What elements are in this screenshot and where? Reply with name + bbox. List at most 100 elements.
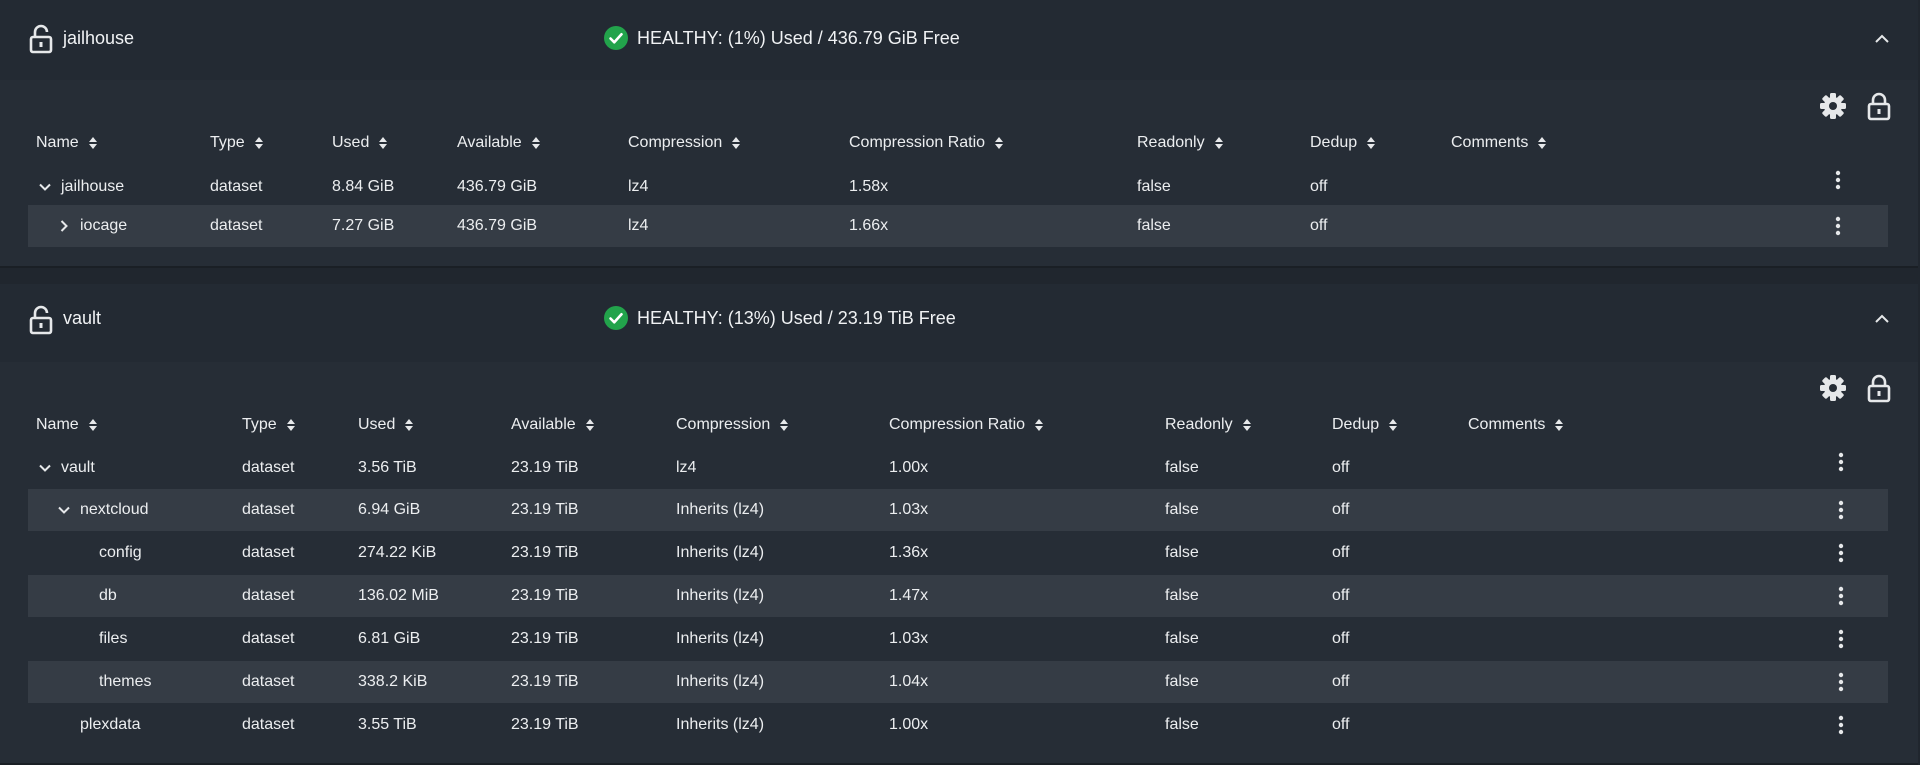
cell-compression: Inherits (lz4) [676, 587, 765, 604]
pool-status: HEALTHY: (1%) Used / 436.79 GiB Free [604, 26, 960, 50]
column-header-used[interactable]: Used [332, 134, 388, 152]
kebab-menu-icon[interactable] [1837, 500, 1845, 520]
pool-status-text: HEALTHY: (1%) Used / 436.79 GiB Free [637, 27, 960, 48]
kebab-menu-icon[interactable] [1837, 715, 1845, 735]
lock-icon[interactable] [1864, 91, 1894, 121]
column-header-compression-ratio[interactable]: Compression Ratio [849, 134, 1004, 152]
table-row[interactable]: config dataset 274.22 KiB 23.19 TiB Inhe… [28, 532, 1888, 574]
table-row[interactable]: files dataset 6.81 GiB 23.19 TiB Inherit… [28, 618, 1888, 660]
lock-icon[interactable] [1864, 373, 1894, 403]
chevron-right-icon[interactable] [58, 220, 70, 232]
table-row[interactable]: jailhouse dataset 8.84 GiB 436.79 GiB lz… [28, 166, 1888, 208]
pool-dataset-table: Name Type Used Available Compression Com… [0, 362, 1918, 765]
column-header-available[interactable]: Available [511, 416, 595, 434]
table-row[interactable]: nextcloud dataset 6.94 GiB 23.19 TiB Inh… [28, 489, 1888, 531]
cell-readonly: false [1137, 178, 1171, 195]
pool-card-vault: vault HEALTHY: (13%) Used / 23.19 TiB Fr… [0, 284, 1920, 765]
column-header-label: Available [457, 134, 522, 151]
cell-readonly: false [1165, 544, 1199, 561]
gear-icon[interactable] [1818, 373, 1848, 403]
cell-name: config [99, 544, 142, 561]
cell-compression-ratio: 1.00x [889, 459, 929, 476]
column-header-readonly[interactable]: Readonly [1165, 416, 1252, 434]
column-header-label: Used [332, 134, 370, 151]
kebab-menu-icon[interactable] [1837, 672, 1845, 692]
kebab-menu-icon[interactable] [1834, 216, 1842, 236]
cell-readonly: false [1165, 587, 1199, 604]
kebab-menu-icon[interactable] [1837, 586, 1845, 606]
check-circle-icon [604, 306, 628, 330]
cell-available: 23.19 TiB [511, 501, 579, 518]
table-row[interactable]: vault dataset 3.56 TiB 23.19 TiB lz4 1.0… [28, 447, 1888, 489]
column-header-readonly[interactable]: Readonly [1137, 134, 1224, 152]
kebab-menu-icon[interactable] [1834, 170, 1842, 190]
kebab-menu-icon[interactable] [1837, 629, 1845, 649]
cell-compression-ratio: 1.66x [849, 217, 889, 234]
column-header-type[interactable]: Type [242, 416, 296, 434]
sort-icon [780, 419, 789, 431]
cell-used: 3.56 TiB [358, 459, 417, 476]
gear-icon[interactable] [1818, 91, 1848, 121]
cell-available: 23.19 TiB [511, 544, 579, 561]
chevron-down-icon[interactable] [39, 462, 51, 474]
column-header-available[interactable]: Available [457, 134, 541, 152]
column-header-dedup[interactable]: Dedup [1332, 416, 1398, 434]
chevron-up-icon[interactable] [1873, 313, 1891, 325]
cell-available: 23.19 TiB [511, 587, 579, 604]
sort-icon [1035, 419, 1044, 431]
cell-used: 7.27 GiB [332, 217, 395, 234]
column-header-comments[interactable]: Comments [1451, 134, 1547, 152]
kebab-menu-icon[interactable] [1837, 452, 1845, 472]
cell-compression: lz4 [676, 459, 697, 476]
cell-compression: lz4 [628, 178, 649, 195]
table-row[interactable]: themes dataset 338.2 KiB 23.19 TiB Inher… [28, 661, 1888, 703]
sort-icon [405, 419, 414, 431]
cell-type: dataset [242, 501, 295, 518]
column-header-label: Comments [1451, 134, 1529, 151]
check-circle-icon [604, 26, 628, 50]
cell-used: 274.22 KiB [358, 544, 437, 561]
pool-status-text: HEALTHY: (13%) Used / 23.19 TiB Free [637, 307, 956, 328]
column-header-label: Used [358, 416, 396, 433]
chevron-down-icon[interactable] [58, 504, 70, 516]
table-row[interactable]: iocage dataset 7.27 GiB 436.79 GiB lz4 1… [28, 205, 1888, 247]
column-header-compression-ratio[interactable]: Compression Ratio [889, 416, 1044, 434]
cell-dedup: off [1310, 217, 1328, 234]
pool-name: jailhouse [63, 28, 135, 48]
column-header-used[interactable]: Used [358, 416, 414, 434]
cell-used: 136.02 MiB [358, 587, 439, 604]
cell-compression-ratio: 1.03x [889, 630, 929, 647]
chevron-down-icon[interactable] [39, 181, 51, 193]
cell-compression: Inherits (lz4) [676, 716, 765, 733]
column-header-name[interactable]: Name [36, 416, 98, 434]
pool-header[interactable]: vault HEALTHY: (13%) Used / 23.19 TiB Fr… [0, 284, 1918, 362]
sort-icon [732, 137, 741, 149]
table-row[interactable]: db dataset 136.02 MiB 23.19 TiB Inherits… [28, 575, 1888, 617]
cell-available: 23.19 TiB [511, 716, 579, 733]
column-header-type[interactable]: Type [210, 134, 264, 152]
column-header-label: Available [511, 416, 576, 433]
column-header-comments[interactable]: Comments [1468, 416, 1564, 434]
column-header-compression[interactable]: Compression [628, 134, 741, 152]
cell-compression-ratio: 1.36x [889, 544, 929, 561]
column-header-dedup[interactable]: Dedup [1310, 134, 1376, 152]
table-row[interactable]: plexdata dataset 3.55 TiB 23.19 TiB Inhe… [28, 704, 1888, 746]
column-header-name[interactable]: Name [36, 134, 98, 152]
cell-name: files [99, 630, 128, 647]
cell-dedup: off [1332, 587, 1350, 604]
chevron-up-icon[interactable] [1873, 33, 1891, 45]
column-header-label: Type [210, 134, 245, 151]
cell-available: 436.79 GiB [457, 217, 538, 234]
cell-available: 436.79 GiB [457, 178, 538, 195]
pool-card-jailhouse: jailhouse HEALTHY: (1%) Used / 436.79 Gi… [0, 0, 1920, 268]
cell-readonly: false [1165, 716, 1199, 733]
lock-open-icon [29, 24, 53, 54]
column-header-compression[interactable]: Compression [676, 416, 789, 434]
pool-name: vault [63, 308, 102, 328]
cell-type: dataset [210, 217, 263, 234]
sort-icon [1242, 419, 1251, 431]
kebab-menu-icon[interactable] [1837, 543, 1845, 563]
column-header-label: Name [36, 416, 79, 433]
sort-icon [1367, 137, 1376, 149]
pool-header[interactable]: jailhouse HEALTHY: (1%) Used / 436.79 Gi… [0, 0, 1918, 80]
